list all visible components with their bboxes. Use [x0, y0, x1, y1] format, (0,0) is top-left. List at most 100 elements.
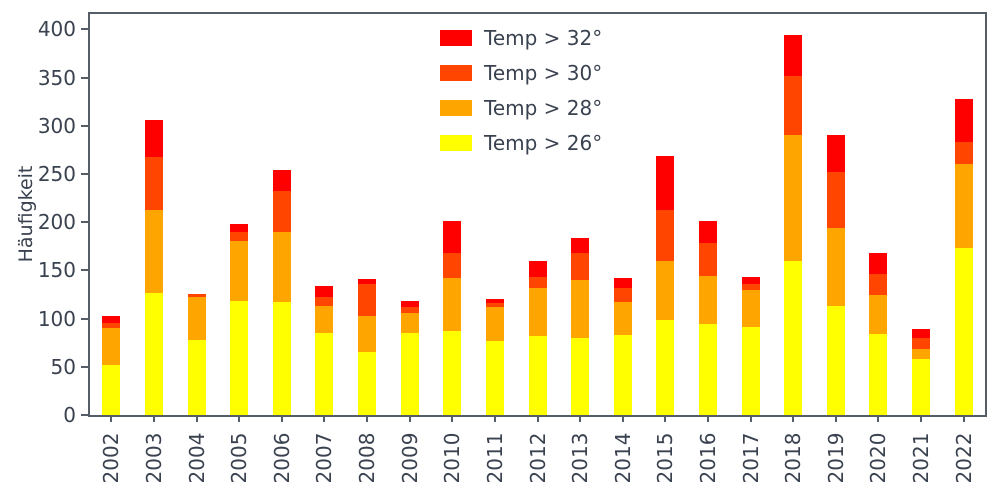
y-tick-label: 150	[37, 258, 76, 283]
x-tick-label: 2020	[866, 432, 891, 484]
legend-swatch	[440, 135, 472, 151]
bar-segment	[656, 319, 675, 415]
x-tick-label: 2008	[355, 432, 380, 484]
x-tick-label: 2019	[823, 432, 848, 484]
x-tick-label: 2013	[568, 432, 593, 484]
y-tick	[81, 124, 89, 127]
bar-segment	[272, 231, 291, 303]
legend-swatch	[440, 65, 472, 81]
bar-segment	[656, 155, 675, 210]
bar-segment	[869, 274, 888, 295]
x-tick-label: 2009	[397, 432, 422, 484]
legend-item: Temp > 30°	[440, 61, 602, 85]
x-tick-label: 2005	[227, 432, 252, 484]
y-tick	[81, 172, 89, 175]
x-tick	[877, 415, 880, 422]
x-tick-label: 2002	[99, 432, 124, 484]
y-tick-label: 0	[63, 403, 76, 427]
bar-segment	[144, 156, 163, 210]
bar-segment	[315, 297, 334, 307]
bar-segment	[102, 364, 121, 415]
x-tick-label: 2010	[440, 432, 465, 484]
bar-segment	[144, 292, 163, 415]
axis-spine-right	[985, 12, 987, 417]
bar-segment	[443, 278, 462, 332]
x-tick	[238, 415, 241, 422]
bar-segment	[571, 337, 590, 415]
legend-item: Temp > 32°	[440, 26, 602, 50]
y-tick	[81, 365, 89, 368]
bar-segment	[613, 302, 632, 335]
bar-segment	[230, 231, 249, 242]
x-tick-label: 2022	[951, 432, 976, 484]
bar-segment	[656, 260, 675, 320]
x-tick-label: 2017	[738, 432, 763, 484]
bar-segment	[443, 331, 462, 415]
x-tick-label: 2021	[909, 432, 934, 484]
x-tick	[408, 415, 411, 422]
bar-segment	[613, 287, 632, 303]
bar-segment	[315, 306, 334, 334]
legend-item: Temp > 28°	[440, 96, 602, 120]
y-tick	[81, 317, 89, 320]
x-tick	[962, 415, 965, 422]
bar-segment	[741, 327, 760, 415]
bar-segment	[954, 248, 973, 415]
y-tick-label: 50	[50, 354, 76, 379]
y-tick-label: 250	[37, 161, 76, 186]
bar-segment	[272, 191, 291, 232]
bar-segment	[698, 276, 717, 325]
bar-segment	[571, 253, 590, 281]
y-tick	[81, 221, 89, 224]
y-tick	[81, 76, 89, 79]
legend-swatch	[440, 30, 472, 46]
bar-segment	[102, 328, 121, 365]
x-tick-label: 2015	[653, 432, 678, 484]
x-tick	[323, 415, 326, 422]
bar-segment	[485, 303, 504, 308]
bar-segment	[826, 135, 845, 173]
bar-segment	[485, 299, 504, 304]
bar-segment	[741, 277, 760, 284]
x-tick	[706, 415, 709, 422]
bar-segment	[528, 277, 547, 288]
bar-segment	[315, 285, 334, 298]
y-tick-label: 300	[37, 113, 76, 138]
legend-label: Temp > 32°	[484, 26, 603, 50]
bar-segment	[485, 340, 504, 415]
bar-segment	[187, 339, 206, 415]
x-tick-label: 2006	[269, 432, 294, 484]
x-tick	[579, 415, 582, 422]
bar-segment	[358, 315, 377, 353]
bar-segment	[613, 334, 632, 415]
bar-segment	[102, 323, 121, 329]
y-tick	[81, 28, 89, 31]
bar-segment	[826, 227, 845, 307]
y-tick-label: 350	[37, 65, 76, 90]
bar-segment	[358, 279, 377, 284]
x-tick	[792, 415, 795, 422]
y-tick	[81, 414, 89, 416]
bar-segment	[144, 120, 163, 157]
bar-segment	[230, 301, 249, 415]
bar-segment	[826, 306, 845, 415]
x-tick-label: 2011	[482, 432, 507, 484]
x-tick	[110, 415, 113, 422]
x-tick-label: 2012	[525, 432, 550, 484]
bar-segment	[698, 243, 717, 277]
bar-segment	[400, 312, 419, 334]
bar-segment	[912, 329, 931, 338]
bar-segment	[826, 172, 845, 228]
bar-segment	[528, 260, 547, 278]
bar-segment	[784, 75, 803, 136]
x-tick	[366, 415, 369, 422]
legend-swatch	[440, 100, 472, 116]
bar-segment	[443, 253, 462, 279]
bar-segment	[954, 164, 973, 249]
x-tick	[920, 415, 923, 422]
x-tick	[152, 415, 155, 422]
bar-segment	[784, 35, 803, 76]
bar-segment	[869, 334, 888, 415]
bar-segment	[912, 359, 931, 415]
